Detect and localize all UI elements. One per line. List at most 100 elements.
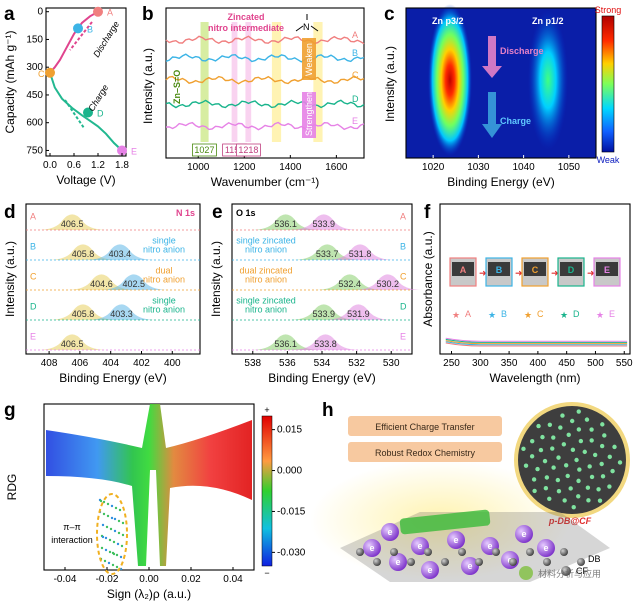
zoom-dot-16 (589, 474, 595, 480)
rdg-dot-8 (106, 502, 110, 506)
c-xtick-label-1040: 1040 (512, 162, 535, 173)
panel_e-note-B-line-0: single zincated (236, 236, 296, 246)
panel_e-value-C-0: 532.4 (338, 279, 361, 289)
legend-star-A: ★ (452, 310, 460, 320)
legend-label-D: D (573, 309, 580, 319)
ftir-label-C: C (352, 70, 359, 80)
ion-label-2: e (427, 565, 432, 575)
ftir-curve-B (165, 53, 365, 63)
panel_d-row-label-A: A (30, 212, 36, 222)
uv-curve-C (445, 340, 628, 345)
panel_d-row-label-B: B (30, 242, 36, 252)
panel_d-xtick-label-408: 408 (41, 358, 58, 369)
zoom-dot-53 (571, 504, 576, 510)
annotation-line-0: Zincated (227, 12, 264, 22)
panel-d-label: d (4, 202, 16, 223)
panel-c-ylabel: Intensity (a.u.) (383, 46, 397, 122)
pi-pi-label: π–π (63, 522, 80, 532)
vial-letter-D: D (568, 265, 575, 275)
nitro-structure-icon: N (295, 14, 319, 32)
panel_e-peak-E-0 (250, 334, 321, 350)
zoom-dot-35 (543, 486, 549, 491)
panel-d-frame (25, 203, 201, 355)
panel_e-value-B-1: 531.8 (349, 249, 372, 259)
rdg-dot-20 (118, 508, 122, 512)
panel_e-peak-B-0 (291, 244, 363, 260)
panel-b-xlabel: Wavenumber (cm⁻¹) (211, 175, 320, 189)
rdg-dot-28 (102, 512, 106, 516)
zoom-dot-19 (568, 486, 573, 491)
ion-label-7: e (521, 529, 526, 539)
strengthen-box (302, 92, 316, 138)
f-xtick-label-350: 350 (501, 358, 518, 369)
nitro-n: N (303, 22, 310, 32)
vial-letter-A: A (460, 265, 467, 275)
zoom-dot-39 (602, 433, 607, 438)
discharge-arrow-c (482, 36, 502, 78)
cbar-tick-label-0.015: 0.015 (277, 425, 302, 436)
carbon-sphere-3 (407, 558, 415, 566)
zoom-dot-59 (521, 446, 526, 452)
rdg-dot-18 (116, 542, 120, 546)
ytick-label-600: 600 (26, 118, 43, 129)
panel_d-value-C-1: 402.5 (123, 279, 146, 289)
rdg-dot-10 (108, 538, 112, 542)
zoom-dot-27 (556, 489, 562, 494)
panel_e-row-label-E: E (400, 332, 406, 342)
carbon-sphere-10 (526, 548, 534, 556)
carbon-sphere-5 (441, 558, 449, 566)
highlight-band-1 (231, 22, 238, 142)
rdg-dot-17 (103, 559, 107, 563)
zoom-dot-44 (584, 417, 590, 422)
panel-b: b AB C D E 1000 1200 1400 1600 Wavenumber (cm⁻… (141, 4, 365, 189)
legend-star-D: ★ (560, 310, 568, 320)
point-D (83, 107, 93, 118)
panel-g-colorbar (261, 415, 273, 567)
zoom-dot-46 (530, 438, 535, 444)
f-xtick-label-300: 300 (472, 358, 489, 369)
panel_e-peak-A-0 (250, 214, 321, 230)
ion-label-6: e (387, 527, 392, 537)
panel_d-peak-C-1 (98, 274, 169, 290)
highlight-band-0 (200, 22, 209, 142)
vial-arrow-2: ➜ (551, 268, 559, 278)
cbar-minus: − (264, 568, 269, 578)
panel_d-xtick-label-406: 406 (72, 358, 89, 369)
rdg-dot-6 (104, 536, 108, 540)
zoom-dot-56 (532, 488, 537, 494)
legend-db: DB (588, 554, 601, 564)
point-label-D: D (97, 109, 104, 119)
ftir-label-A: A (352, 30, 358, 40)
cbar-tick-label--0.015: -0.015 (277, 506, 306, 517)
panel_e-xtick-label-536: 536 (279, 358, 296, 369)
nitro-bond-2 (310, 25, 319, 32)
cbar-weak-label: Weak (597, 155, 620, 165)
legend-label-A: A (465, 309, 471, 319)
panel_e-row-label-D: D (400, 302, 407, 312)
panel-b-ylabel: Intensity (a.u.) (141, 48, 155, 124)
panel-a: a A B C D E 0.0 0.6 1.2 1.8 0 150 300 450 600 750 Vol… (3, 4, 137, 187)
panel_e-peak-C-1 (352, 274, 423, 290)
rdg-dot-19 (105, 525, 109, 529)
ytick-label-300: 300 (26, 62, 43, 73)
panel_d-note-B-line-0: single (152, 236, 176, 246)
zn-p12-band (528, 10, 568, 150)
rdg-dot-38 (112, 552, 116, 556)
b-xtick-label-1200: 1200 (233, 162, 256, 173)
panel_e-peak-E-1 (290, 334, 361, 350)
xtick-label-1.2: 1.2 (91, 160, 105, 171)
zoom-dot-14 (555, 477, 561, 483)
zoom-dot-20 (551, 435, 556, 440)
discharge-label: Discharge (91, 19, 121, 59)
zoom-dot-50 (607, 484, 612, 489)
rdg-dot-5 (115, 553, 119, 557)
panel-h-label: h (322, 400, 334, 421)
xtick-label-1.8: 1.8 (115, 160, 129, 171)
panel_e-note-B-line-1: nitro anion (245, 245, 287, 255)
vial-letter-E: E (604, 265, 610, 275)
zoom-dot-23 (576, 427, 582, 432)
ion-sphere-3 (461, 557, 479, 575)
legend-label-C: C (537, 309, 544, 319)
peak-label-1027: 1027 (194, 145, 214, 155)
